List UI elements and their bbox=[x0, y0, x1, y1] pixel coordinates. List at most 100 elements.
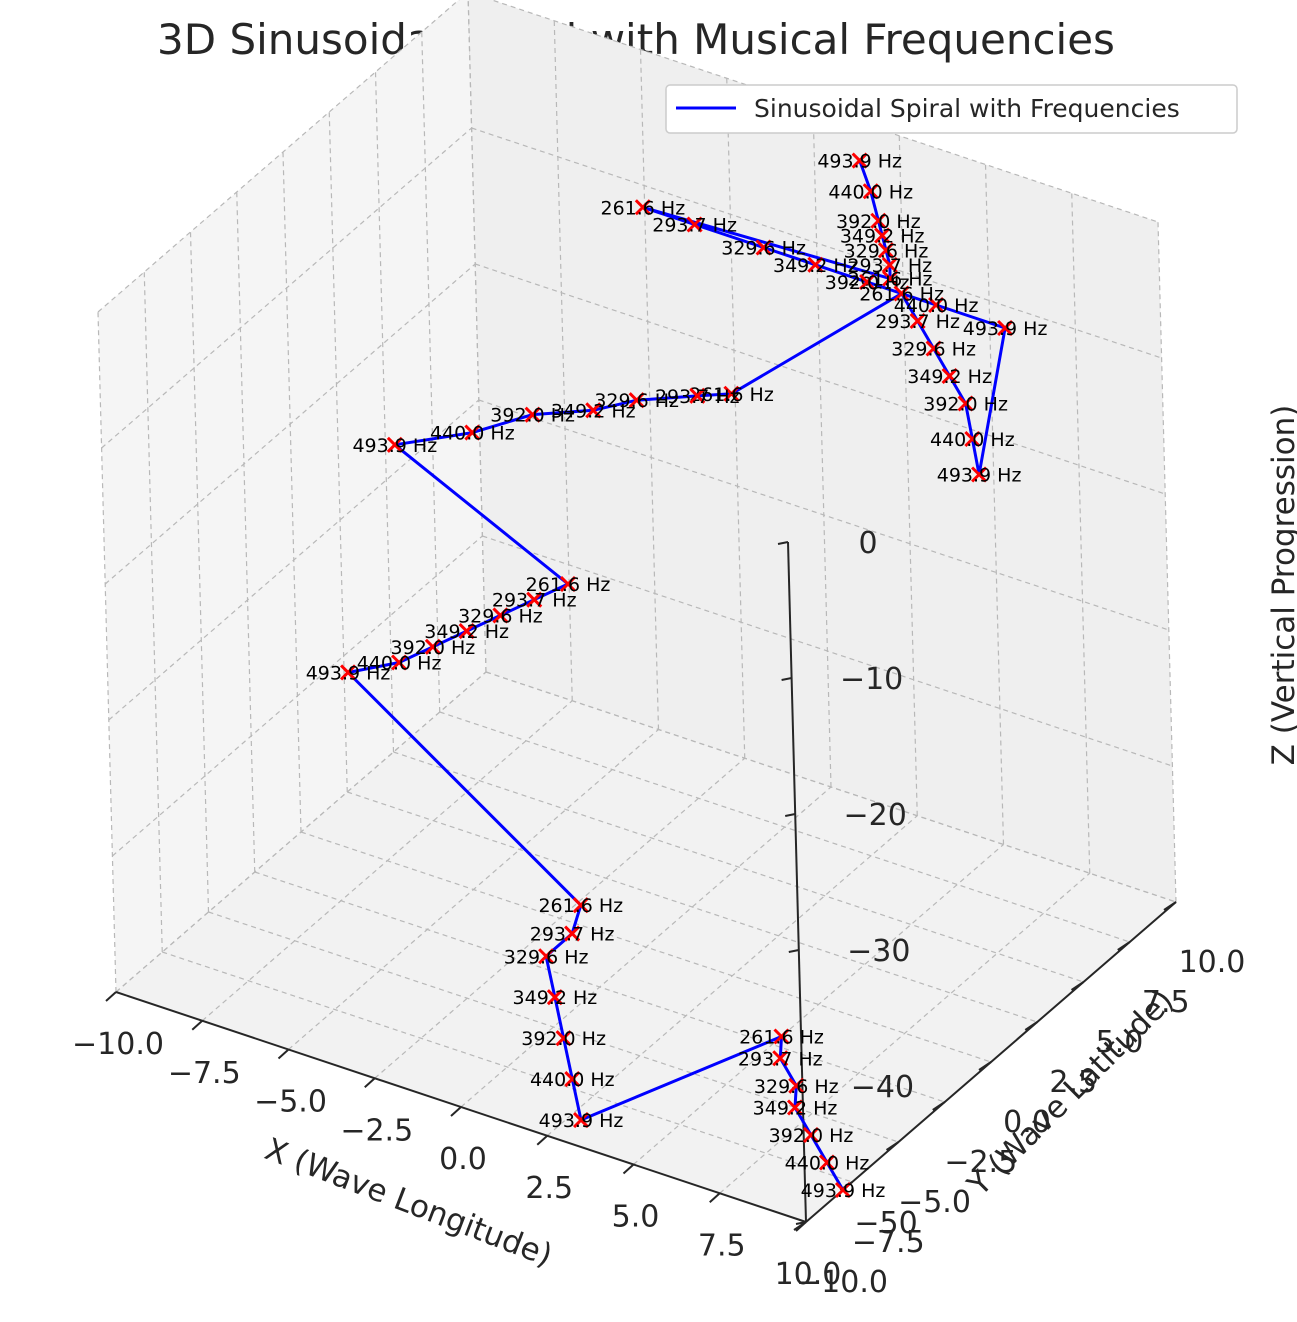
data-point: 293.7 Hz bbox=[847, 255, 932, 277]
point-label: 392.0 Hz bbox=[825, 272, 910, 294]
data-point: 493.9 Hz bbox=[306, 662, 391, 684]
point-marker bbox=[526, 591, 543, 608]
legend-label: Sinusoidal Spiral with Frequencies bbox=[754, 94, 1180, 123]
grid-line bbox=[471, 127, 1162, 359]
data-point: 440.0 Hz bbox=[785, 1153, 870, 1175]
z-axis-line bbox=[787, 541, 807, 1223]
data-point: 329.6 Hz bbox=[844, 240, 929, 262]
data-point: 293.7 Hz bbox=[530, 924, 615, 946]
data-point: 329.6 Hz bbox=[754, 1076, 839, 1098]
data-point: 493.9 Hz bbox=[937, 465, 1022, 487]
point-label: 440.0 Hz bbox=[930, 429, 1015, 451]
x-tick-mark bbox=[105, 991, 117, 1002]
data-point: 329.6 Hz bbox=[891, 339, 976, 361]
point-marker bbox=[559, 575, 577, 593]
point-label: 329.6 Hz bbox=[458, 605, 543, 627]
point-label: 329.6 Hz bbox=[844, 240, 929, 262]
point-marker bbox=[524, 406, 541, 423]
point-marker bbox=[564, 925, 581, 942]
point-label: 293.7 Hz bbox=[875, 311, 960, 333]
grid-line bbox=[254, 871, 945, 1103]
data-point: 349.2 Hz bbox=[424, 621, 509, 643]
data-point: 440.0 Hz bbox=[430, 423, 515, 445]
point-marker bbox=[386, 436, 403, 453]
x-tick-mark bbox=[450, 1106, 462, 1117]
point-marker bbox=[786, 1099, 804, 1116]
point-label: 261.6 Hz bbox=[859, 284, 944, 306]
data-point: 493.9 Hz bbox=[963, 318, 1048, 340]
z-tick-mark bbox=[781, 677, 792, 681]
data-point: 261.6 Hz bbox=[526, 574, 611, 596]
x-tick-label: −5.0 bbox=[254, 1085, 327, 1120]
data-point: 440.0 Hz bbox=[357, 653, 442, 675]
x-tick-mark bbox=[536, 1135, 548, 1146]
point-label: 261.6 Hz bbox=[739, 1027, 824, 1049]
point-label: 261.6 Hz bbox=[538, 895, 623, 917]
y-tick-mark bbox=[932, 1101, 946, 1111]
point-label: 493.9 Hz bbox=[963, 318, 1048, 340]
point-label: 329.6 Hz bbox=[504, 946, 589, 968]
data-point: 261.6 Hz bbox=[739, 1027, 824, 1049]
point-marker bbox=[546, 989, 563, 1006]
y-tick-label: 2.5 bbox=[1049, 1065, 1097, 1100]
point-label: 440.0 Hz bbox=[785, 1153, 870, 1175]
grid-line bbox=[393, 751, 1084, 983]
data-point: 493.9 Hz bbox=[352, 435, 437, 457]
grid-line bbox=[208, 911, 899, 1143]
y-tick-label: −2.5 bbox=[944, 1145, 1017, 1180]
point-marker bbox=[882, 270, 899, 287]
point-marker bbox=[893, 285, 910, 302]
point-marker bbox=[928, 296, 945, 314]
data-point: 349.2 Hz bbox=[753, 1098, 838, 1120]
data-point: 493.9 Hz bbox=[817, 151, 902, 173]
point-label: 349.2 Hz bbox=[840, 226, 925, 248]
point-marker bbox=[788, 1077, 805, 1094]
data-point: 349.2 Hz bbox=[513, 987, 598, 1009]
x-tick-label: 0.0 bbox=[439, 1142, 487, 1177]
z-tick-mark bbox=[785, 813, 796, 817]
data-point: 329.6 Hz bbox=[458, 605, 543, 627]
data-point: 392.0 Hz bbox=[923, 394, 1008, 416]
z-tick-mark bbox=[788, 949, 799, 953]
data-point: 329.6 Hz bbox=[721, 238, 806, 260]
data-point: 440.0 Hz bbox=[894, 295, 979, 317]
point-marker bbox=[881, 256, 898, 274]
grid-line bbox=[101, 127, 472, 449]
point-marker bbox=[572, 1111, 590, 1129]
point-label: 329.6 Hz bbox=[721, 238, 806, 260]
point-label: 493.9 Hz bbox=[937, 465, 1022, 487]
point-label: 440.0 Hz bbox=[430, 423, 515, 445]
point-marker bbox=[340, 664, 357, 681]
y-tick-mark bbox=[1070, 981, 1085, 991]
grid-line bbox=[475, 263, 1166, 495]
point-label: 329.6 Hz bbox=[594, 390, 679, 412]
data-point: 293.7 Hz bbox=[492, 590, 577, 612]
z-tick-mark bbox=[795, 1221, 807, 1225]
grid-line bbox=[482, 535, 1173, 767]
point-label: 293.7 Hz bbox=[492, 590, 577, 612]
y-tick-mark bbox=[1163, 901, 1177, 911]
data-point: 440.0 Hz bbox=[930, 429, 1015, 451]
point-marker bbox=[807, 256, 824, 273]
point-label: 392.0 Hz bbox=[836, 211, 921, 233]
x-tick-mark bbox=[622, 1163, 635, 1175]
point-label: 349.2 Hz bbox=[424, 621, 509, 643]
point-label: 493.9 Hz bbox=[306, 662, 391, 684]
point-label: 493.9 Hz bbox=[352, 435, 437, 457]
data-point: 261.6 Hz bbox=[538, 895, 623, 917]
z-tick-label: −50 bbox=[854, 1206, 917, 1241]
point-label: 261.6 Hz bbox=[689, 384, 774, 406]
point-marker bbox=[391, 654, 408, 671]
y-tick-label: 7.5 bbox=[1142, 985, 1190, 1020]
data-point: 392.0 Hz bbox=[391, 637, 476, 659]
data-point: 293.7 Hz bbox=[875, 311, 960, 333]
data-point: 349.2 Hz bbox=[907, 366, 992, 388]
grid-line bbox=[300, 831, 992, 1063]
y-tick-label: 0.0 bbox=[1003, 1105, 1051, 1140]
point-marker bbox=[458, 623, 475, 640]
y-tick-mark bbox=[1117, 941, 1131, 951]
x-tick-label: −2.5 bbox=[340, 1113, 413, 1148]
z-axis-title: Z (Vertical Progression) bbox=[1266, 405, 1297, 766]
